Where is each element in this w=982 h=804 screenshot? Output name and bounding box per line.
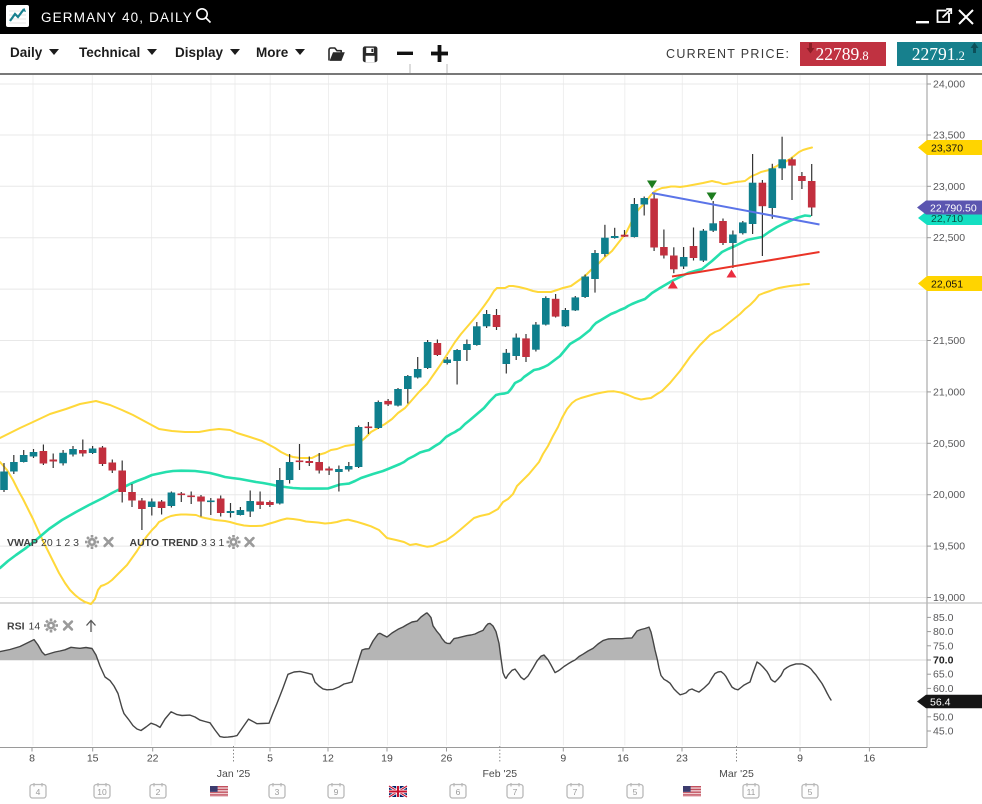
svg-text:9: 9 bbox=[560, 753, 566, 765]
svg-text:22: 22 bbox=[147, 753, 159, 765]
svg-text:3 3 1: 3 3 1 bbox=[201, 537, 225, 549]
svg-text:11: 11 bbox=[747, 787, 756, 797]
svg-text:24,000: 24,000 bbox=[933, 79, 965, 91]
svg-text:85.0: 85.0 bbox=[933, 612, 954, 624]
svg-text:80.0: 80.0 bbox=[933, 626, 954, 638]
svg-text:26: 26 bbox=[441, 753, 453, 765]
svg-text:22,710: 22,710 bbox=[931, 213, 963, 225]
svg-text:9: 9 bbox=[334, 787, 339, 797]
svg-text:56.4: 56.4 bbox=[930, 696, 951, 708]
svg-text:3: 3 bbox=[275, 787, 280, 797]
svg-text:16: 16 bbox=[617, 753, 629, 765]
svg-text:6: 6 bbox=[456, 787, 461, 797]
svg-text:5: 5 bbox=[267, 753, 273, 765]
svg-text:AUTO TREND: AUTO TREND bbox=[130, 537, 199, 549]
svg-text:16: 16 bbox=[864, 753, 876, 765]
svg-text:8: 8 bbox=[29, 753, 35, 765]
svg-text:65.0: 65.0 bbox=[933, 669, 954, 681]
svg-text:12: 12 bbox=[322, 753, 334, 765]
svg-text:7: 7 bbox=[513, 787, 518, 797]
svg-text:20,500: 20,500 bbox=[933, 438, 965, 450]
svg-text:RSI: RSI bbox=[7, 621, 25, 633]
svg-text:70.0: 70.0 bbox=[933, 655, 954, 667]
svg-text:19,500: 19,500 bbox=[933, 541, 965, 553]
svg-text:23,000: 23,000 bbox=[933, 181, 965, 193]
svg-text:7: 7 bbox=[573, 787, 578, 797]
svg-text:4: 4 bbox=[36, 787, 41, 797]
svg-text:Jan '25: Jan '25 bbox=[217, 768, 251, 780]
svg-text:22,790.50: 22,790.50 bbox=[930, 202, 977, 214]
svg-text:45.0: 45.0 bbox=[933, 726, 954, 738]
svg-text:5: 5 bbox=[808, 787, 813, 797]
svg-text:20,000: 20,000 bbox=[933, 489, 965, 501]
svg-text:Mar '25: Mar '25 bbox=[719, 768, 754, 780]
svg-text:5: 5 bbox=[633, 787, 638, 797]
svg-text:23: 23 bbox=[676, 753, 688, 765]
svg-text:21,000: 21,000 bbox=[933, 386, 965, 398]
svg-text:Feb '25: Feb '25 bbox=[482, 768, 517, 780]
svg-text:2: 2 bbox=[156, 787, 161, 797]
svg-text:60.0: 60.0 bbox=[933, 683, 954, 695]
svg-text:23,370: 23,370 bbox=[931, 142, 963, 154]
svg-text:20 1 2 3: 20 1 2 3 bbox=[41, 537, 79, 549]
svg-text:75.0: 75.0 bbox=[933, 640, 954, 652]
svg-text:22,500: 22,500 bbox=[933, 232, 965, 244]
svg-text:14: 14 bbox=[29, 621, 41, 633]
svg-text:9: 9 bbox=[797, 753, 803, 765]
svg-text:10: 10 bbox=[97, 787, 107, 797]
svg-text:VWAP: VWAP bbox=[7, 537, 38, 549]
svg-text:22,051: 22,051 bbox=[931, 278, 963, 290]
svg-text:19: 19 bbox=[381, 753, 393, 765]
svg-text:50.0: 50.0 bbox=[933, 711, 954, 723]
svg-text:21,500: 21,500 bbox=[933, 335, 965, 347]
svg-text:23,500: 23,500 bbox=[933, 130, 965, 142]
svg-text:15: 15 bbox=[87, 753, 99, 765]
svg-text:19,000: 19,000 bbox=[933, 592, 965, 604]
